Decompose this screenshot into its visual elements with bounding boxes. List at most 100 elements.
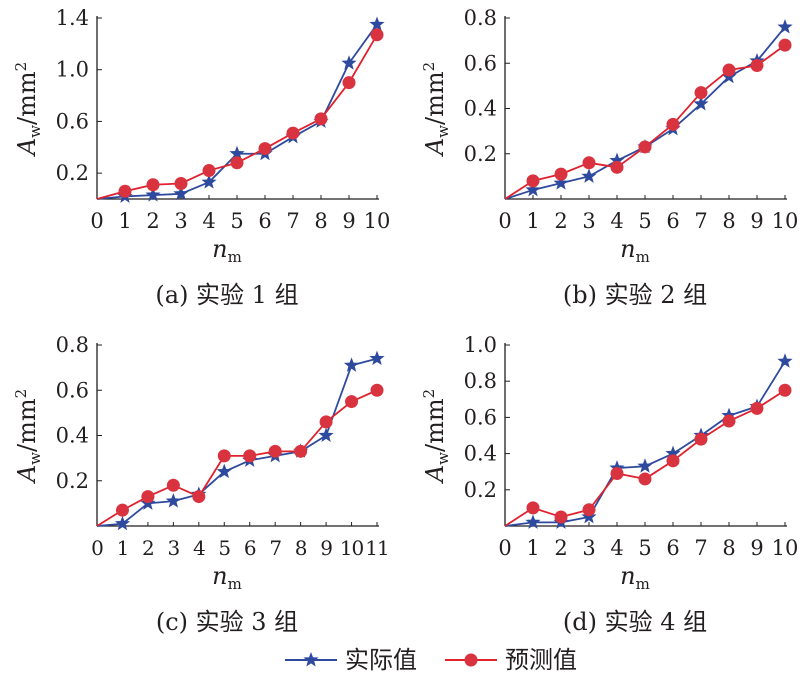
x-tick-label: 4 bbox=[610, 536, 623, 560]
predicted-circle-point bbox=[192, 490, 206, 504]
predicted-circle-point bbox=[166, 478, 180, 492]
x-tick-label: 9 bbox=[750, 536, 763, 560]
predicted-circle-point bbox=[230, 156, 244, 170]
y-tick-label: 0.2 bbox=[56, 161, 89, 185]
predicted-circle-point bbox=[286, 126, 300, 140]
actual-star-point bbox=[145, 187, 161, 202]
predicted-circle-point bbox=[243, 449, 257, 463]
x-tick-label: 5 bbox=[638, 536, 651, 560]
actual-star-point bbox=[525, 514, 541, 529]
y-tick-label: 0.2 bbox=[464, 478, 497, 502]
x-tick-label: 3 bbox=[167, 536, 179, 560]
predicted-circle-point bbox=[582, 503, 596, 517]
actual-star-point bbox=[165, 493, 181, 508]
predicted-circle-point bbox=[638, 472, 652, 486]
legend-predicted-label: 预测值 bbox=[505, 646, 577, 674]
predicted-circle-point bbox=[694, 86, 708, 100]
actual-star-point bbox=[777, 19, 793, 34]
predicted-circle-point bbox=[202, 164, 216, 178]
x-tick-label: 0 bbox=[91, 536, 103, 560]
predicted-series-line bbox=[96, 34, 378, 200]
actual-star-point bbox=[369, 350, 385, 366]
actual-star-point bbox=[343, 357, 360, 372]
x-tick-label: 3 bbox=[582, 536, 595, 560]
actual-star-point bbox=[581, 168, 597, 183]
actual-star-point bbox=[173, 185, 189, 201]
actual-star-point bbox=[525, 181, 541, 197]
x-tick-label: 6 bbox=[666, 536, 679, 560]
x-tick-label: 7 bbox=[694, 536, 707, 560]
y-tick-label: 0.2 bbox=[56, 469, 89, 493]
panel-caption: (c) 实验 3 组 bbox=[156, 608, 298, 636]
predicted-circle-point bbox=[526, 501, 540, 515]
x-tick-label: 8 bbox=[314, 209, 327, 233]
predicted-circle-point bbox=[319, 415, 333, 429]
actual-star-point bbox=[609, 152, 625, 168]
predicted-circle-point bbox=[370, 28, 384, 42]
predicted-series-line bbox=[504, 44, 786, 200]
x-tick-label: 7 bbox=[269, 536, 281, 560]
x-axis-label: nm bbox=[212, 235, 242, 266]
x-tick-label: 1 bbox=[118, 209, 131, 233]
predicted-circle-point bbox=[722, 63, 736, 77]
x-axis-label: nm bbox=[620, 235, 650, 266]
actual-star-point bbox=[637, 458, 653, 473]
predicted-circle-point bbox=[610, 160, 624, 174]
x-tick-label: 9 bbox=[750, 209, 763, 233]
y-tick-label: 1.0 bbox=[464, 333, 497, 357]
predicted-circle-point bbox=[268, 444, 282, 458]
predicted-circle-point bbox=[217, 449, 231, 463]
x-tick-label: 10 bbox=[364, 209, 391, 233]
x-tick-label: 0 bbox=[498, 209, 511, 233]
y-tick-label: 0.6 bbox=[56, 378, 89, 402]
predicted-circle-point bbox=[258, 142, 272, 156]
x-tick-label: 7 bbox=[694, 209, 707, 233]
x-tick-label: 8 bbox=[722, 536, 735, 560]
x-tick-label: 3 bbox=[174, 209, 187, 233]
x-tick-label: 2 bbox=[146, 209, 159, 233]
actual-series-line bbox=[504, 26, 786, 200]
predicted-circle-point bbox=[666, 454, 680, 468]
predicted-circle-point bbox=[554, 510, 568, 524]
x-tick-label: 1 bbox=[117, 536, 129, 560]
y-axis-label: Aw/mm2 bbox=[420, 62, 452, 157]
predicted-circle-point bbox=[778, 383, 792, 397]
x-tick-label: 2 bbox=[142, 536, 154, 560]
predicted-circle-point bbox=[638, 140, 652, 154]
predicted-circle-point bbox=[694, 432, 708, 446]
y-axis-label: Aw/mm2 bbox=[420, 389, 452, 484]
y-tick-label: 0.4 bbox=[464, 97, 497, 121]
predicted-circle-point bbox=[722, 414, 736, 428]
x-tick-label: 3 bbox=[582, 209, 595, 233]
x-axis-label: nm bbox=[620, 562, 650, 593]
x-tick-label: 7 bbox=[286, 209, 299, 233]
actual-star-point bbox=[369, 16, 385, 31]
x-tick-label: 4 bbox=[202, 209, 215, 233]
x-tick-label: 6 bbox=[666, 209, 679, 233]
x-tick-label: 2 bbox=[554, 536, 567, 560]
y-tick-label: 0.8 bbox=[464, 369, 497, 393]
panel-caption: (b) 实验 2 组 bbox=[563, 281, 707, 309]
actual-star-point bbox=[693, 95, 709, 111]
y-tick-label: 0.4 bbox=[464, 442, 497, 466]
chart-panel-c: 0.2 0.4 0.6 0.8 0 1 2 3 4 5 6 7 8 9 10 11 nm Aw/mm2 (c) 实验… bbox=[12, 333, 390, 636]
x-tick-label: 10 bbox=[772, 209, 799, 233]
x-tick-label: 9 bbox=[342, 209, 355, 233]
predicted-circle-point bbox=[141, 490, 155, 504]
predicted-circle-point bbox=[666, 117, 680, 131]
y-tick-label: 0.6 bbox=[56, 109, 89, 133]
y-axis-label: Aw/mm2 bbox=[12, 389, 44, 484]
y-tick-label: 0.4 bbox=[56, 424, 89, 448]
actual-star-point bbox=[341, 55, 357, 70]
x-tick-label: 10 bbox=[772, 536, 799, 560]
legend-actual-star-marker bbox=[303, 652, 319, 667]
actual-star-point bbox=[777, 353, 793, 368]
y-tick-label: 0.8 bbox=[464, 6, 497, 30]
x-tick-label: 2 bbox=[554, 209, 567, 233]
y-tick-label: 0.6 bbox=[464, 51, 497, 75]
x-tick-label: 6 bbox=[258, 209, 271, 233]
legend-predicted-circle-marker bbox=[464, 653, 478, 667]
actual-series-line bbox=[504, 360, 786, 527]
actual-star-point bbox=[216, 463, 232, 479]
